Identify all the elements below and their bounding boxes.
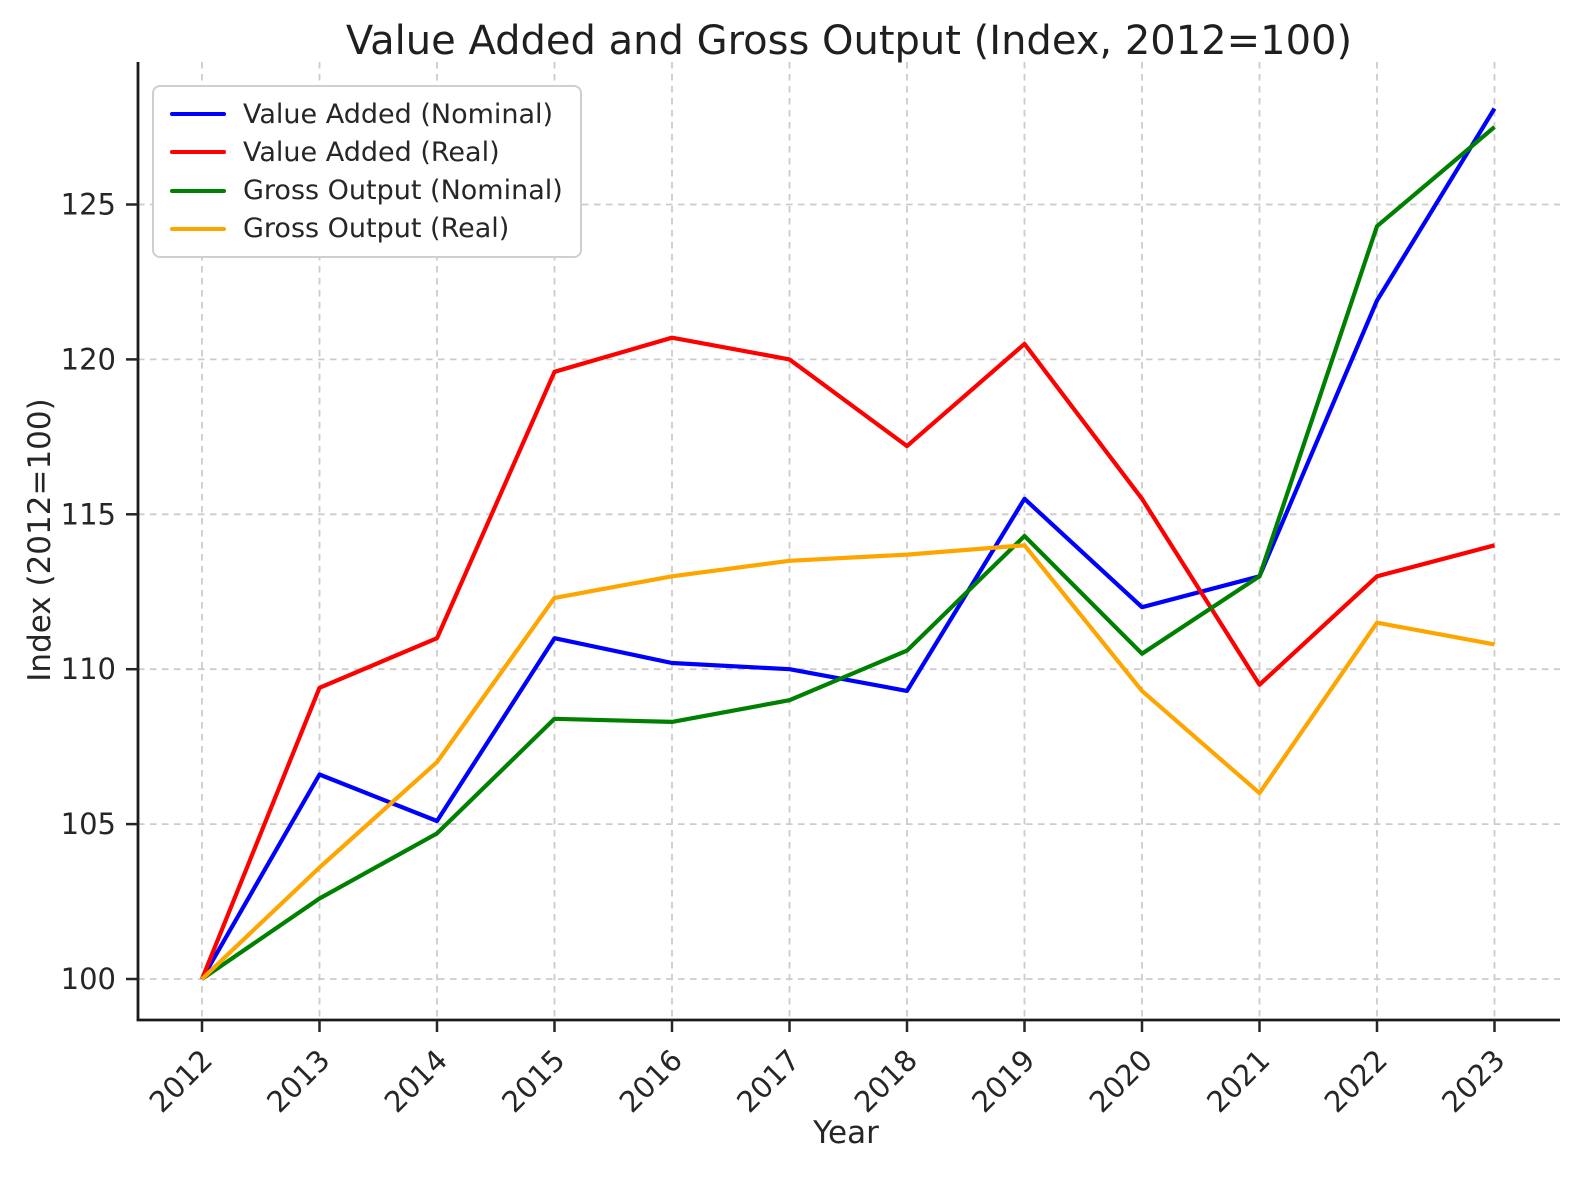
- series-line-value-added-nominal: [200, 107, 1497, 981]
- series-line-gross-output-real: [200, 543, 1495, 981]
- x-tick-label-2020: 2020: [1083, 1043, 1159, 1119]
- legend-label: Value Added (Real): [243, 136, 500, 168]
- legend-label: Gross Output (Real): [243, 213, 510, 245]
- x-tick-label-2021: 2021: [1200, 1043, 1276, 1119]
- legend: Value Added (Nominal) Value Added (Real)…: [152, 85, 582, 258]
- legend-item: Value Added (Real): [170, 139, 580, 166]
- x-tick-label-2013: 2013: [260, 1043, 336, 1119]
- x-tick-label-2019: 2019: [965, 1043, 1041, 1119]
- legend-swatch-gross-output-nominal: [170, 188, 226, 193]
- series-line-gross-output-nominal: [200, 125, 1496, 981]
- x-tick-label-2012: 2012: [143, 1043, 219, 1119]
- y-tick-label-125: 125: [61, 188, 116, 222]
- legend-label: Value Added (Nominal): [243, 98, 554, 130]
- y-tick-label-120: 120: [61, 342, 116, 376]
- y-axis-label: Index (2012=100): [22, 398, 58, 682]
- x-tick-label-2015: 2015: [495, 1043, 571, 1119]
- legend-swatch-gross-output-real: [170, 226, 226, 231]
- x-tick-label-2017: 2017: [730, 1043, 806, 1119]
- y-tick-label-105: 105: [61, 807, 116, 841]
- x-tick-label-2016: 2016: [613, 1043, 689, 1119]
- legend-item: Gross Output (Real): [170, 215, 580, 242]
- y-tick-label-115: 115: [61, 497, 116, 531]
- legend-swatch-value-added-real: [170, 150, 226, 155]
- y-tick-label-100: 100: [61, 962, 116, 996]
- legend-swatch-value-added-nominal: [170, 112, 226, 117]
- legend-item: Value Added (Nominal): [170, 101, 580, 128]
- x-tick-label-2018: 2018: [848, 1043, 924, 1119]
- x-tick-label-2022: 2022: [1318, 1043, 1394, 1119]
- x-axis-label: Year: [813, 1115, 879, 1151]
- chart-title: Value Added and Gross Output (Index, 201…: [345, 18, 1353, 64]
- y-tick-label-110: 110: [61, 652, 116, 686]
- x-tick-label-2014: 2014: [378, 1043, 454, 1119]
- x-tick-label-2023: 2023: [1435, 1043, 1511, 1119]
- legend-item: Gross Output (Nominal): [170, 177, 580, 204]
- series-line-value-added-real: [200, 335, 1496, 980]
- legend-label: Gross Output (Nominal): [243, 175, 563, 207]
